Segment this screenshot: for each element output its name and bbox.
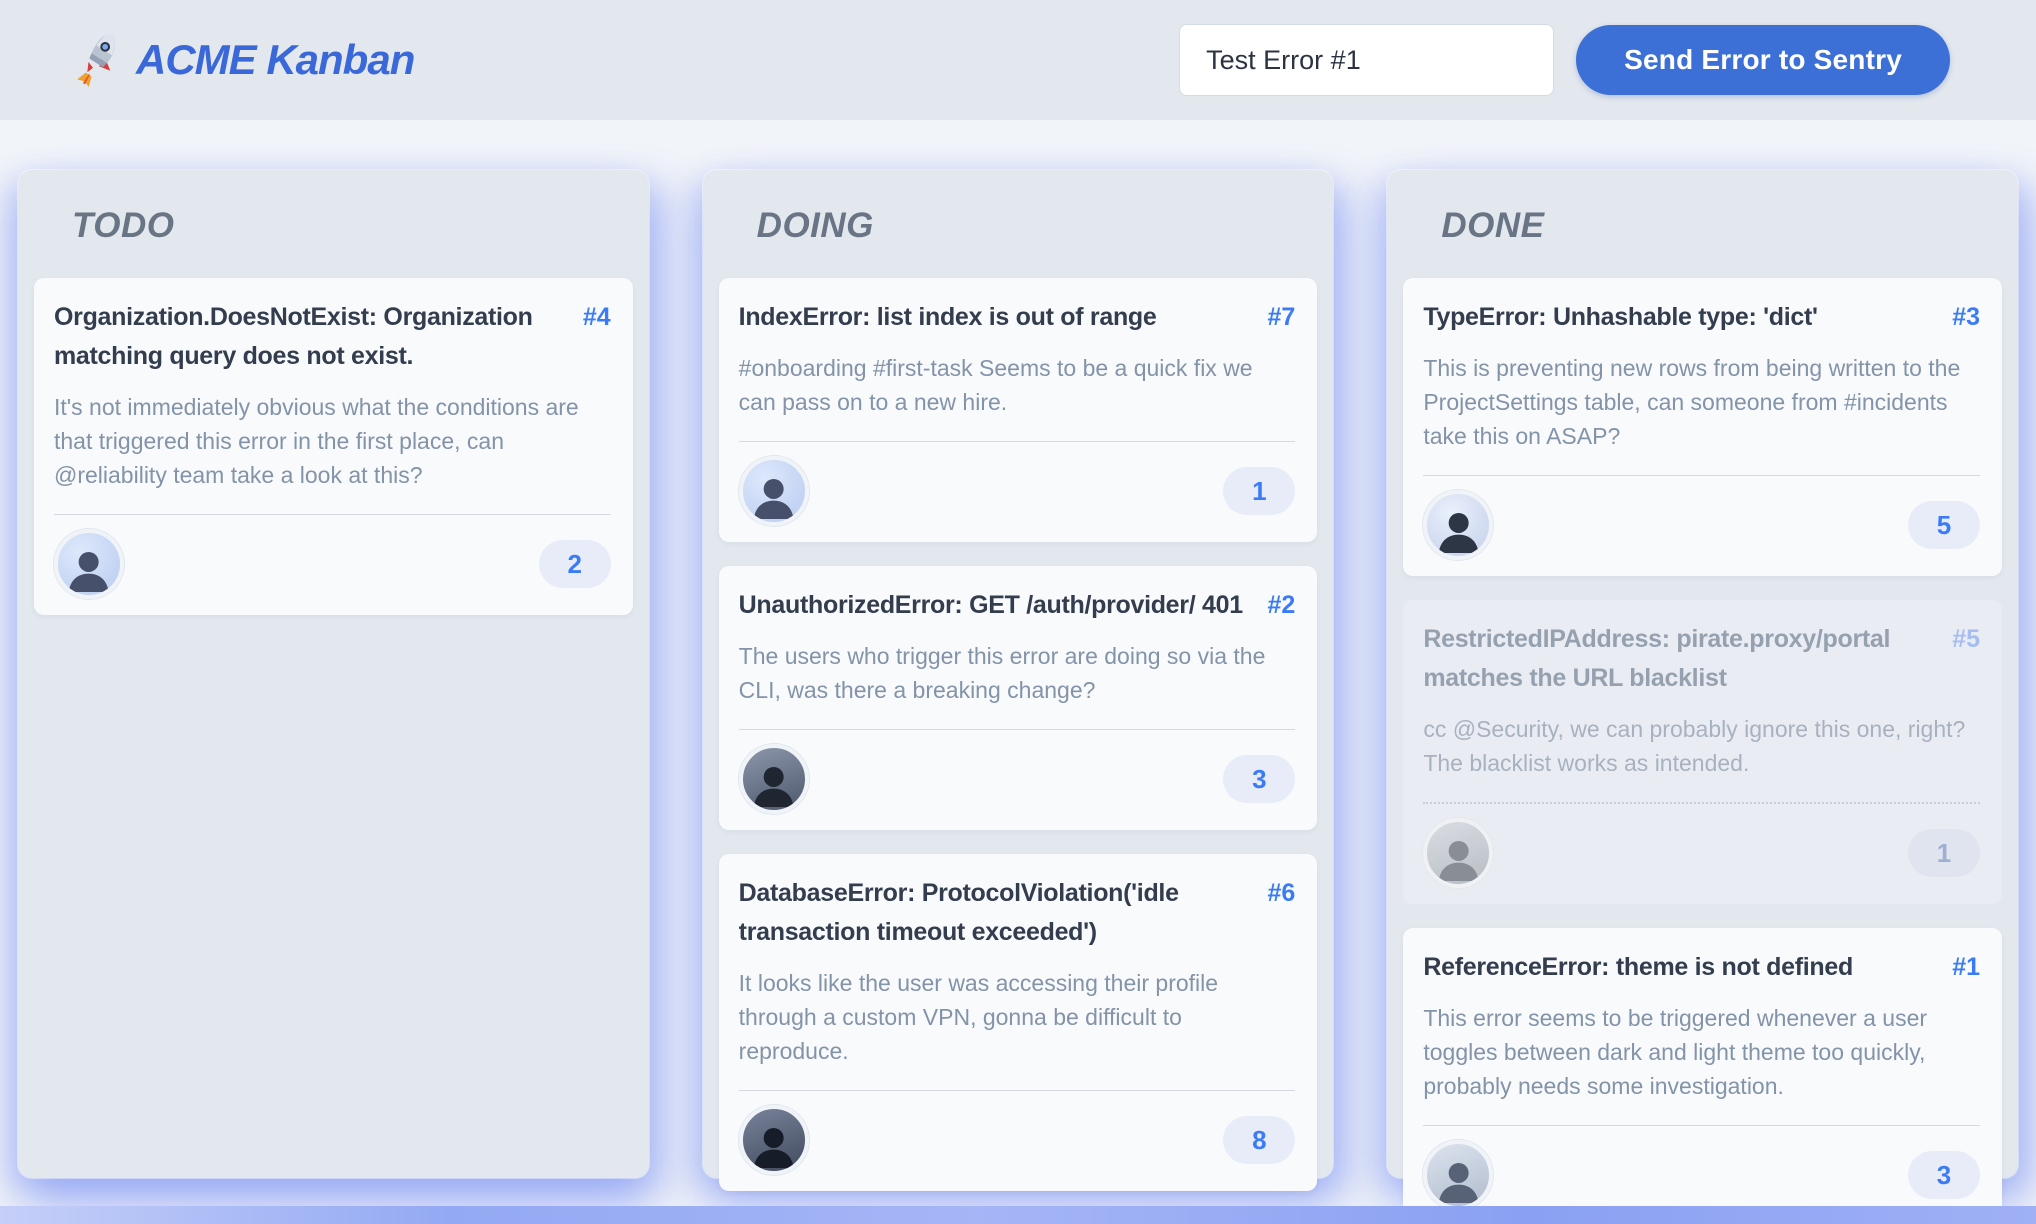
kanban-card[interactable]: #2 UnauthorizedError: GET /auth/provider… (718, 566, 1318, 830)
person-silhouette-icon (1438, 512, 1479, 553)
app-header: ACME Kanban Send Error to Sentry (0, 0, 2036, 120)
card-divider (738, 1090, 1296, 1091)
card-footer: 1 (738, 442, 1296, 526)
card-footer: 8 (738, 1091, 1296, 1175)
card-divider (738, 729, 1296, 730)
card-title: UnauthorizedError: GET /auth/provider/ 4… (738, 591, 1243, 619)
column-title: DONE (1441, 206, 1545, 245)
assignee-avatar (54, 529, 124, 599)
kanban-column-doing[interactable]: DOING #7 IndexError: list index is out o… (702, 170, 1334, 1191)
app-title: ACME Kanban (136, 36, 415, 83)
card-header: #2 UnauthorizedError: GET /auth/provider… (739, 586, 1296, 625)
count-badge: 8 (1223, 1116, 1296, 1164)
count-badge: 5 (1908, 501, 1981, 549)
card-description: It looks like the user was accessing the… (738, 970, 1219, 1064)
card-divider (738, 441, 1296, 442)
person-silhouette-icon (753, 766, 794, 807)
card-description: cc @Security, we can probably ignore thi… (1423, 716, 1966, 776)
card-header: #6 DatabaseError: ProtocolViolation('idl… (739, 874, 1296, 952)
card-divider (1423, 802, 1981, 804)
card-footer: 5 (1423, 476, 1981, 560)
card-divider (1423, 1125, 1981, 1126)
column-title: DOING (756, 206, 874, 245)
assignee-avatar (738, 744, 809, 814)
card-header: #7 IndexError: list index is out of rang… (739, 298, 1296, 337)
kanban-card[interactable]: #1 ReferenceError: theme is not defined … (1403, 928, 2003, 1224)
page-bottom-glow (0, 1206, 2036, 1224)
count-badge: 2 (538, 540, 611, 588)
error-name-input[interactable] (1179, 24, 1555, 96)
card-header: #1 ReferenceError: theme is not defined (1423, 948, 1980, 987)
person-silhouette-icon (753, 478, 794, 519)
kanban-board: TODO #4 Organization.DoesNotExist: Organ… (0, 120, 2036, 1224)
card-description: The users who trigger this error are doi… (738, 643, 1266, 703)
issue-number: #2 (1267, 591, 1296, 619)
card-divider (1423, 475, 1981, 476)
card-title: DatabaseError: ProtocolViolation('idle t… (738, 879, 1179, 946)
kanban-column-done[interactable]: DONE #3 TypeError: Unhashable type: 'dic… (1387, 170, 2019, 1224)
issue-number: #7 (1267, 303, 1296, 331)
column-title: TODO (72, 206, 175, 245)
kanban-card[interactable]: #7 IndexError: list index is out of rang… (718, 278, 1318, 542)
card-title: ReferenceError: theme is not defined (1423, 953, 1853, 981)
app-logo: ACME Kanban (72, 33, 415, 87)
card-footer: 3 (738, 730, 1296, 814)
card-title: IndexError: list index is out of range (738, 303, 1157, 331)
kanban-card[interactable]: #4 Organization.DoesNotExist: Organizati… (34, 278, 633, 615)
send-error-to-sentry-button[interactable]: Send Error to Sentry (1576, 25, 1950, 95)
issue-number: #4 (582, 303, 611, 331)
card-description: This error seems to be triggered wheneve… (1423, 1005, 1928, 1099)
card-description: It's not immediately obvious what the co… (54, 394, 579, 488)
card-footer: 3 (1423, 1126, 1981, 1210)
count-badge: 1 (1908, 829, 1981, 877)
issue-number: #6 (1267, 879, 1296, 907)
card-description: #onboarding #first-task Seems to be a qu… (738, 355, 1253, 415)
kanban-card[interactable]: #6 DatabaseError: ProtocolViolation('idl… (718, 854, 1318, 1191)
card-header: #4 Organization.DoesNotExist: Organizati… (54, 298, 611, 376)
person-silhouette-icon (753, 1127, 794, 1168)
assignee-avatar (1423, 490, 1494, 560)
count-badge: 1 (1223, 467, 1296, 515)
kanban-card[interactable]: #3 TypeError: Unhashable type: 'dict' Th… (1403, 278, 2003, 576)
card-divider (54, 514, 611, 515)
card-header: #5 RestrictedIPAddress: pirate.proxy/por… (1423, 620, 1980, 698)
person-silhouette-icon (1438, 840, 1479, 881)
card-footer: 1 (1423, 804, 1981, 888)
count-badge: 3 (1223, 755, 1296, 803)
card-footer: 2 (54, 515, 611, 599)
card-title: TypeError: Unhashable type: 'dict' (1423, 303, 1818, 331)
card-description: This is preventing new rows from being w… (1423, 355, 1961, 449)
issue-number: #1 (1952, 953, 1981, 981)
count-badge: 3 (1908, 1151, 1981, 1199)
kanban-column-todo[interactable]: TODO #4 Organization.DoesNotExist: Organ… (18, 170, 649, 1178)
kanban-card-resolved[interactable]: #5 RestrictedIPAddress: pirate.proxy/por… (1403, 600, 2003, 904)
assignee-avatar (738, 456, 809, 526)
person-silhouette-icon (69, 551, 109, 592)
rocket-icon (77, 33, 116, 87)
issue-number: #3 (1952, 303, 1981, 331)
person-silhouette-icon (1438, 1162, 1479, 1203)
assignee-avatar (1423, 1140, 1494, 1210)
assignee-avatar (738, 1105, 809, 1175)
issue-number: #5 (1952, 625, 1981, 653)
card-title: RestrictedIPAddress: pirate.proxy/portal… (1423, 625, 1891, 692)
card-title: Organization.DoesNotExist: Organization … (54, 303, 533, 370)
assignee-avatar (1423, 818, 1494, 888)
card-header: #3 TypeError: Unhashable type: 'dict' (1423, 298, 1980, 337)
